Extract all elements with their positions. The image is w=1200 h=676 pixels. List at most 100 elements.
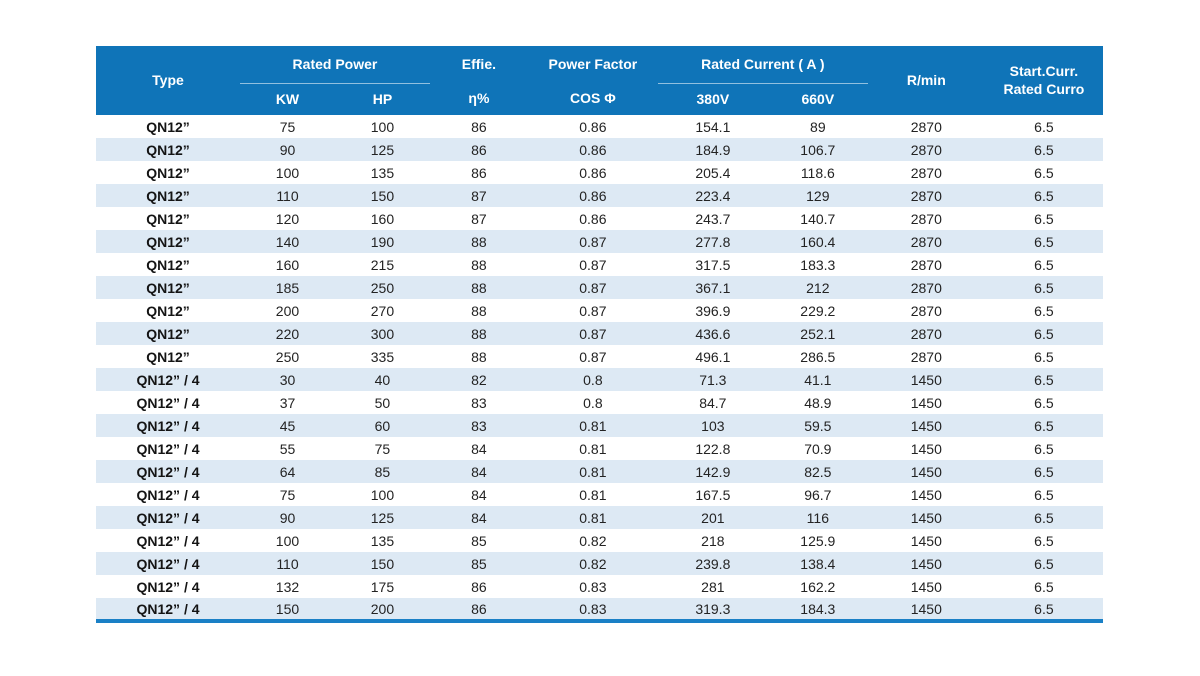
- value-cell: 1450: [910, 463, 942, 480]
- value-cell: 100: [275, 532, 300, 549]
- value-cell: 6.5: [1034, 509, 1054, 526]
- table-row: QN12” 110 150 87 0.86 223.4 129 2870 6.5: [96, 184, 1103, 207]
- value-cell: 122.8: [695, 440, 731, 457]
- value-cell: 281: [701, 578, 725, 595]
- value-cell: 250: [275, 348, 300, 365]
- table-row: QN12” 200 270 88 0.87 396.9 229.2 2870 6.5: [96, 299, 1103, 322]
- value-cell: 0.8: [583, 371, 603, 388]
- table-row: QN12” / 4 55 75 84 0.81 122.8 70.9 1450 6.5: [96, 437, 1103, 460]
- value-cell: 88: [471, 256, 487, 273]
- col-subheader-eta: η%: [429, 83, 528, 115]
- value-cell: 2870: [910, 279, 942, 296]
- value-cell: 6.5: [1034, 486, 1054, 503]
- value-cell: 0.86: [579, 164, 607, 181]
- value-cell: 120: [275, 210, 300, 227]
- value-cell: 6.5: [1034, 555, 1054, 572]
- value-cell: 86: [471, 118, 487, 135]
- table-row: QN12” / 4 75 100 84 0.81 167.5 96.7 1450 6.5: [96, 483, 1103, 506]
- type-cell: QN12”: [146, 279, 190, 296]
- value-cell: 0.87: [579, 302, 607, 319]
- type-cell: QN12” / 4: [136, 394, 200, 411]
- value-cell: 87: [471, 210, 487, 227]
- col-subheader-cos-phi: COS Φ: [527, 83, 658, 115]
- value-cell: 6.5: [1034, 118, 1054, 135]
- type-cell: QN12”: [146, 210, 190, 227]
- value-cell: 50: [374, 394, 391, 411]
- value-cell: 110: [276, 555, 299, 572]
- value-cell: 183.3: [800, 256, 836, 273]
- value-cell: 55: [279, 440, 296, 457]
- type-cell: QN12”: [146, 233, 190, 250]
- type-cell: QN12” / 4: [136, 463, 200, 480]
- value-cell: 0.81: [579, 486, 607, 503]
- value-cell: 2870: [910, 164, 942, 181]
- value-cell: 496.1: [695, 348, 731, 365]
- value-cell: 215: [370, 256, 395, 273]
- table-row: QN12” 185 250 88 0.87 367.1 212 2870 6.5: [96, 276, 1103, 299]
- col-header-rated-current: Rated Current ( A ): [657, 46, 868, 84]
- value-cell: 71.3: [699, 371, 727, 388]
- value-cell: 1450: [910, 509, 942, 526]
- value-cell: 125.9: [800, 532, 836, 549]
- start-current-line2: Rated Curro: [1003, 80, 1085, 97]
- type-cell: QN12”: [146, 141, 190, 158]
- value-cell: 6.5: [1034, 302, 1054, 319]
- type-cell: QN12” / 4: [136, 440, 200, 457]
- value-cell: 1450: [910, 440, 942, 457]
- value-cell: 40: [374, 371, 391, 388]
- col-header-start-current: Start.Curr. Rated Curro: [984, 46, 1103, 115]
- value-cell: 252.1: [800, 325, 836, 342]
- table-row: QN12” 100 135 86 0.86 205.4 118.6 2870 6.5: [96, 161, 1103, 184]
- value-cell: 90: [279, 141, 296, 158]
- value-cell: 0.87: [579, 325, 607, 342]
- table-row: QN12” 75 100 86 0.86 154.1 89 2870 6.5: [96, 115, 1103, 138]
- table-row: QN12” 140 190 88 0.87 277.8 160.4 2870 6.5: [96, 230, 1103, 253]
- value-cell: 86: [471, 141, 487, 158]
- value-cell: 135: [370, 532, 395, 549]
- value-cell: 96.7: [804, 486, 832, 503]
- value-cell: 48.9: [804, 394, 832, 411]
- value-cell: 84: [471, 440, 487, 457]
- value-cell: 0.86: [579, 118, 607, 135]
- value-cell: 185: [275, 279, 300, 296]
- value-cell: 103: [701, 417, 725, 434]
- value-cell: 1450: [910, 417, 942, 434]
- value-cell: 2870: [910, 141, 942, 158]
- type-cell: QN12” / 4: [136, 532, 200, 549]
- value-cell: 85: [471, 532, 487, 549]
- value-cell: 116: [806, 509, 829, 526]
- start-current-line1: Start.Curr.: [1009, 63, 1079, 79]
- col-header-efficiency: Effie.: [429, 46, 528, 83]
- value-cell: 223.4: [695, 187, 731, 204]
- header-sub-row: KW HP η% COS Φ 380V 660V: [96, 83, 1103, 115]
- value-cell: 64: [279, 463, 296, 480]
- value-cell: 0.86: [579, 210, 607, 227]
- value-cell: 84: [471, 509, 487, 526]
- value-cell: 2870: [910, 256, 942, 273]
- value-cell: 160: [275, 256, 300, 273]
- table-row: QN12” / 4 37 50 83 0.8 84.7 48.9 1450 6.5: [96, 391, 1103, 414]
- value-cell: 436.6: [695, 325, 731, 342]
- value-cell: 270: [370, 302, 395, 319]
- value-cell: 140: [275, 233, 300, 250]
- value-cell: 6.5: [1034, 233, 1054, 250]
- value-cell: 6.5: [1034, 417, 1054, 434]
- type-cell: QN12” / 4: [136, 600, 200, 617]
- table-row: QN12” 90 125 86 0.86 184.9 106.7 2870 6.5: [96, 138, 1103, 161]
- value-cell: 0.8: [583, 394, 603, 411]
- value-cell: 75: [279, 486, 296, 503]
- value-cell: 0.81: [579, 509, 607, 526]
- value-cell: 0.87: [579, 348, 607, 365]
- value-cell: 106.7: [800, 141, 836, 158]
- col-header-rpm: R/min: [867, 46, 985, 115]
- value-cell: 88: [471, 233, 487, 250]
- table-row: QN12” / 4 30 40 82 0.8 71.3 41.1 1450 6.5: [96, 368, 1103, 391]
- value-cell: 0.87: [579, 279, 607, 296]
- value-cell: 82: [471, 371, 487, 388]
- table-row: QN12” / 4 150 200 86 0.83 319.3 184.3 1450 6.5: [96, 598, 1103, 621]
- value-cell: 0.82: [579, 555, 607, 572]
- value-cell: 2870: [910, 302, 942, 319]
- value-cell: 6.5: [1034, 578, 1054, 595]
- value-cell: 88: [471, 302, 487, 319]
- table-row: QN12” 250 335 88 0.87 496.1 286.5 2870 6.5: [96, 345, 1103, 368]
